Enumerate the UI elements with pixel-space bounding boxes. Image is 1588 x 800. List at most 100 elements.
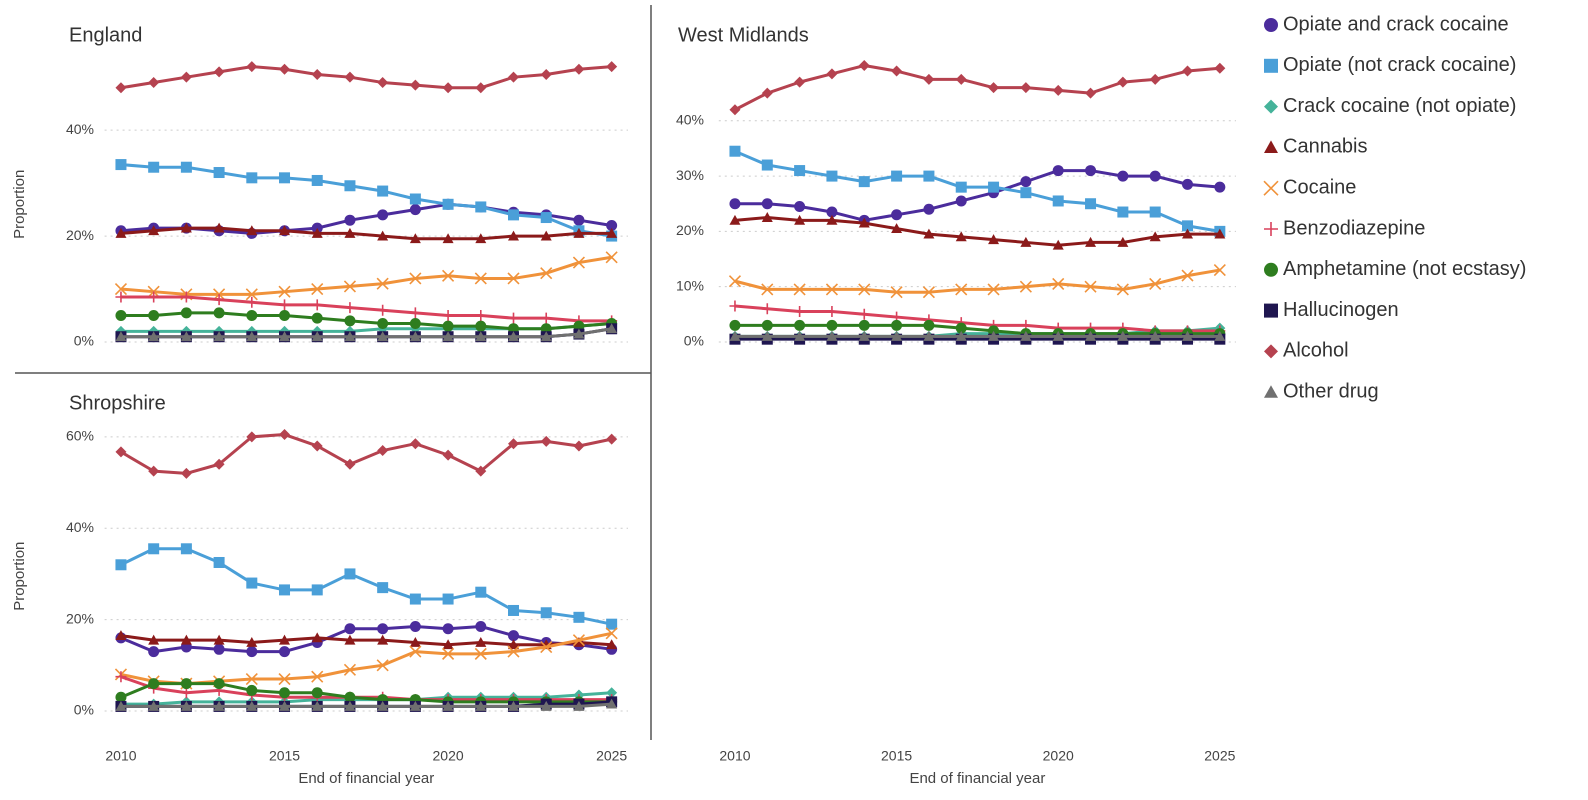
marker bbox=[344, 302, 356, 314]
x-tick-label: 2010 bbox=[105, 748, 136, 764]
marker bbox=[858, 217, 870, 228]
marker bbox=[115, 559, 127, 571]
marker bbox=[1264, 99, 1278, 114]
marker bbox=[1117, 330, 1129, 341]
marker bbox=[1264, 58, 1278, 73]
marker bbox=[1264, 385, 1278, 398]
marker bbox=[377, 623, 389, 635]
marker bbox=[1182, 65, 1194, 77]
marker bbox=[572, 256, 585, 269]
marker bbox=[344, 315, 356, 327]
marker bbox=[729, 300, 741, 312]
marker bbox=[180, 700, 192, 711]
marker bbox=[1214, 228, 1226, 239]
marker bbox=[988, 330, 1000, 341]
marker bbox=[826, 68, 838, 80]
y-axis-label: Proportion bbox=[11, 542, 28, 611]
marker bbox=[246, 331, 258, 342]
marker bbox=[311, 282, 324, 296]
marker bbox=[344, 691, 356, 703]
marker bbox=[955, 283, 968, 296]
marker bbox=[180, 307, 192, 319]
marker bbox=[573, 63, 585, 75]
marker bbox=[923, 228, 935, 239]
marker bbox=[376, 277, 389, 290]
legend-label: Cannabis bbox=[1283, 136, 1368, 158]
marker bbox=[1214, 330, 1226, 341]
marker bbox=[891, 223, 903, 234]
marker bbox=[278, 285, 291, 298]
marker bbox=[605, 627, 618, 640]
marker bbox=[409, 307, 421, 319]
marker bbox=[409, 193, 421, 205]
x-axis-label: End of financial year bbox=[298, 770, 434, 787]
marker bbox=[988, 234, 1000, 245]
marker bbox=[826, 206, 838, 218]
marker bbox=[409, 620, 421, 632]
marker bbox=[794, 330, 806, 341]
marker bbox=[442, 593, 454, 605]
marker bbox=[148, 678, 160, 690]
marker bbox=[246, 684, 258, 696]
marker bbox=[606, 698, 618, 709]
marker bbox=[572, 634, 585, 647]
marker bbox=[1117, 236, 1129, 247]
marker bbox=[761, 283, 774, 296]
marker bbox=[148, 310, 160, 322]
marker bbox=[213, 700, 225, 711]
marker bbox=[344, 71, 356, 83]
marker bbox=[115, 291, 127, 303]
marker bbox=[1182, 228, 1194, 239]
marker bbox=[343, 663, 357, 676]
marker bbox=[794, 76, 806, 88]
marker bbox=[955, 195, 967, 207]
legend-label: Hallucinogen bbox=[1283, 299, 1399, 321]
marker bbox=[1182, 330, 1194, 341]
series-line bbox=[120, 65, 612, 90]
marker bbox=[148, 225, 160, 236]
x-tick-label: 2015 bbox=[269, 748, 300, 764]
series-line bbox=[734, 149, 1221, 233]
marker bbox=[508, 604, 520, 616]
series-line bbox=[120, 682, 612, 704]
x-tick-label: 2015 bbox=[881, 748, 912, 764]
marker bbox=[475, 331, 487, 342]
marker bbox=[540, 312, 552, 324]
marker bbox=[761, 330, 773, 341]
marker bbox=[409, 204, 421, 216]
x-tick-label: 2025 bbox=[596, 748, 627, 764]
marker bbox=[508, 312, 520, 324]
marker bbox=[988, 325, 1000, 337]
marker bbox=[1214, 181, 1226, 193]
legend-label: Opiate and crack cocaine bbox=[1283, 13, 1509, 35]
y-tick-label: 0% bbox=[74, 333, 94, 349]
y-tick-label: 20% bbox=[676, 222, 704, 238]
marker bbox=[794, 165, 806, 177]
marker bbox=[1020, 176, 1032, 188]
legend-label: Cocaine bbox=[1283, 176, 1356, 198]
marker bbox=[1182, 178, 1194, 190]
marker bbox=[344, 458, 356, 470]
marker bbox=[376, 659, 389, 672]
marker bbox=[890, 286, 903, 299]
marker bbox=[729, 330, 741, 341]
marker bbox=[540, 700, 552, 711]
y-tick-label: 30% bbox=[676, 167, 704, 183]
marker bbox=[279, 172, 291, 184]
marker bbox=[311, 670, 324, 683]
marker bbox=[409, 317, 421, 329]
marker bbox=[826, 306, 838, 318]
marker bbox=[923, 203, 935, 215]
marker bbox=[246, 172, 258, 184]
marker bbox=[508, 438, 520, 450]
marker bbox=[606, 61, 618, 73]
marker bbox=[377, 185, 389, 197]
marker bbox=[1020, 236, 1032, 247]
marker bbox=[573, 440, 585, 452]
marker bbox=[148, 76, 160, 88]
marker bbox=[377, 209, 389, 221]
marker bbox=[794, 214, 806, 225]
marker bbox=[1264, 344, 1278, 359]
marker bbox=[279, 331, 291, 342]
